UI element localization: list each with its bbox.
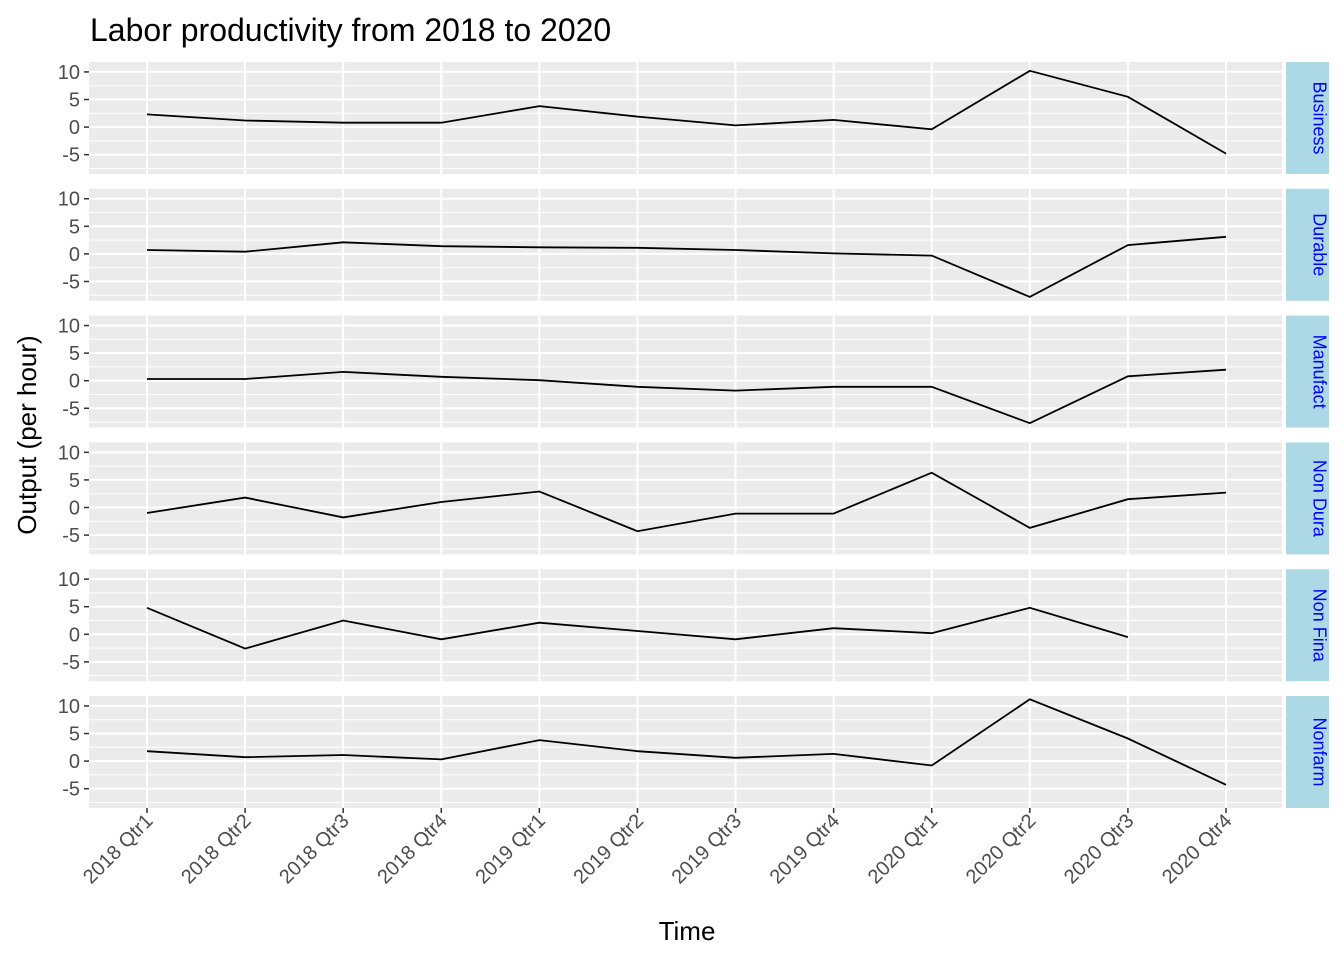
chart-title: Labor productivity from 2018 to 2020 (90, 12, 611, 48)
facet-strip-label: Non Dura (1310, 460, 1330, 538)
y-tick-label: 10 (58, 62, 80, 84)
facet-strip (1286, 442, 1329, 555)
y-tick-label: 0 (69, 624, 80, 646)
facet-panel-manufact: -5 0 5 10 Manufact (58, 316, 1330, 428)
x-tick-label: 2019 Qtr3 (668, 810, 746, 888)
facet-panel-non-dura: -5 0 5 10 Non Dura (58, 442, 1330, 555)
y-tick-label: 5 (69, 216, 80, 238)
x-tick-label: 2019 Qtr4 (766, 810, 844, 888)
x-tick-label: 2019 Qtr1 (471, 810, 549, 888)
series-line (146, 235, 1227, 298)
facet-strip (1286, 569, 1329, 682)
y-tick-label: -5 (62, 398, 80, 420)
y-tick-label: 0 (69, 498, 80, 520)
y-tick-label: -5 (62, 145, 80, 167)
series-line (147, 368, 1227, 425)
y-tick-label: -5 (62, 779, 80, 801)
y-tick-label: 0 (69, 117, 80, 139)
y-tick-label: 5 (69, 724, 80, 746)
y-tick-label: -5 (62, 525, 80, 547)
facet-panels: -5 0 5 10 Business -5 0 5 10 Durable -5 0 5 10 Manufac… (58, 62, 1330, 808)
panel-background (89, 188, 1282, 301)
y-tick-label: 5 (69, 597, 80, 619)
x-axis-ticks: 2018 Qtr1 2018 Qtr2 2018 Qtr3 2018 Qtr4 2019… (79, 808, 1237, 888)
y-tick-label: 5 (69, 470, 80, 492)
y-tick-label: 0 (69, 244, 80, 266)
y-tick-label: 0 (69, 371, 80, 393)
facet-panel-nonfarm: -5 0 5 10 Nonfarm (58, 696, 1330, 808)
y-tick-label: 5 (69, 343, 80, 365)
x-tick-label: 2020 Qtr4 (1158, 810, 1236, 888)
facet-strip (1286, 62, 1329, 174)
y-tick-label: 10 (58, 189, 80, 211)
x-tick-label: 2018 Qtr1 (79, 810, 157, 888)
y-tick-label: 0 (69, 751, 80, 773)
series-line (146, 606, 1129, 650)
x-tick-label: 2018 Qtr2 (177, 810, 255, 888)
x-tick-label: 2020 Qtr2 (962, 810, 1040, 888)
y-axis-title: Output (per hour) (12, 335, 42, 534)
x-tick-label: 2020 Qtr3 (1060, 810, 1138, 888)
x-axis-title: Time (659, 916, 716, 946)
series-line (146, 698, 1227, 786)
y-tick-label: 10 (58, 696, 80, 718)
x-tick-label: 2020 Qtr1 (864, 810, 942, 888)
facet-strip-label: Durable (1310, 213, 1330, 276)
facet-strip (1286, 696, 1329, 808)
panel-background (89, 696, 1282, 808)
panel-background (89, 442, 1282, 555)
facet-strip-label: Non Fina (1310, 589, 1330, 663)
y-tick-label: 5 (69, 90, 80, 112)
facet-strip (1286, 188, 1329, 301)
x-tick-label: 2018 Qtr4 (373, 810, 451, 888)
facet-strip (1286, 315, 1329, 428)
x-tick-label: 2018 Qtr3 (275, 810, 353, 888)
facet-strip-label: Manufact (1310, 335, 1330, 409)
panel-background (89, 315, 1282, 428)
facet-panel-business: -5 0 5 10 Business (58, 62, 1330, 174)
y-tick-label: -5 (62, 271, 80, 293)
y-tick-label: 10 (58, 442, 80, 464)
y-tick-label: 10 (58, 316, 80, 338)
panel-background (89, 62, 1282, 174)
x-tick-label: 2019 Qtr2 (570, 810, 648, 888)
series-line (146, 471, 1227, 533)
facet-panel-non-fina: -5 0 5 10 Non Fina (58, 569, 1330, 682)
series-line (146, 69, 1227, 155)
facet-panel-durable: -5 0 5 10 Durable (58, 189, 1330, 301)
y-tick-label: 10 (58, 569, 80, 591)
y-tick-label: -5 (62, 652, 80, 674)
facet-strip-label: Nonfarm (1310, 717, 1330, 786)
panel-background (89, 569, 1282, 682)
facet-strip-label: Business (1310, 81, 1330, 154)
